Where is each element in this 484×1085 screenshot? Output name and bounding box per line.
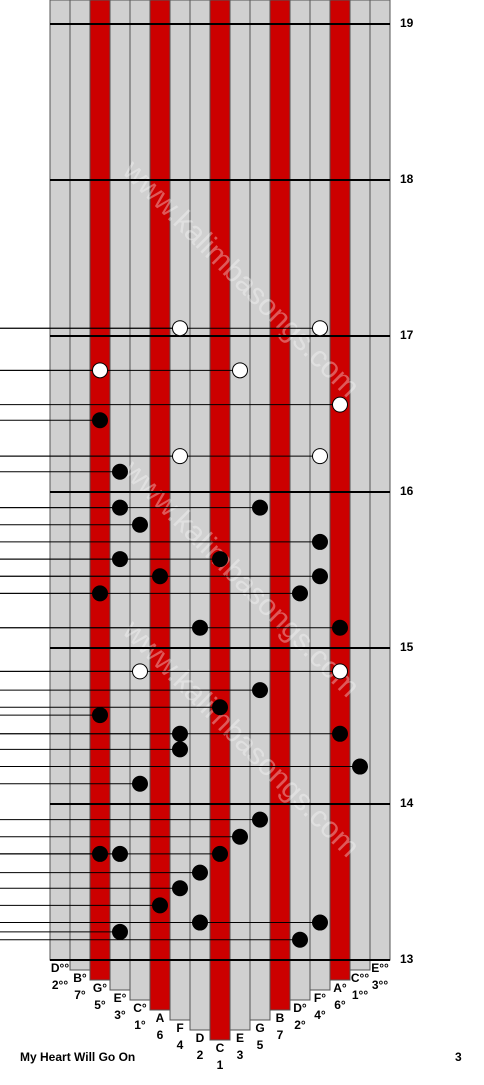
song-title: My Heart Will Go On (20, 1050, 135, 1064)
note (192, 864, 208, 881)
note (132, 516, 148, 533)
tine-note: D° (293, 1001, 307, 1015)
note (252, 682, 268, 699)
note (112, 499, 128, 516)
note (112, 845, 128, 862)
note (172, 880, 188, 897)
tine-number: 3° (114, 1008, 126, 1022)
note (232, 362, 248, 379)
tine-number: 6 (157, 1028, 164, 1042)
note (292, 585, 308, 602)
tine-note: D°° (51, 961, 69, 975)
tine (89, 0, 111, 981)
measure-label: 15 (400, 640, 414, 654)
note (252, 499, 268, 516)
tine-note: B° (73, 971, 87, 985)
tine-note: C°° (351, 971, 369, 985)
tine (289, 0, 311, 1001)
tine (349, 0, 371, 971)
note (92, 412, 108, 429)
measure-label: 17 (400, 328, 414, 342)
tine-number: 4 (177, 1038, 184, 1052)
note (172, 320, 188, 337)
tine-note: A° (333, 981, 347, 995)
tine (229, 0, 251, 1031)
tine-number: 1° (134, 1018, 146, 1032)
note (192, 914, 208, 931)
tine-number: 3°° (372, 978, 388, 992)
note (172, 448, 188, 465)
tine (49, 0, 71, 961)
tine-note: F° (314, 991, 326, 1005)
page-number: 3 (455, 1050, 462, 1064)
tine-note: D (196, 1031, 205, 1045)
note (92, 707, 108, 724)
note (332, 619, 348, 636)
tine-note: G° (93, 981, 107, 995)
tine-number: 5° (94, 998, 106, 1012)
tine (269, 0, 291, 1011)
tine-number: 7° (74, 988, 86, 1002)
note (172, 741, 188, 758)
tine (69, 0, 91, 971)
note (312, 914, 328, 931)
note (152, 897, 168, 914)
note (352, 758, 368, 775)
tine-note: C (216, 1041, 225, 1055)
tine-note: E° (114, 991, 127, 1005)
tine-number: 2°° (52, 978, 68, 992)
note (92, 585, 108, 602)
tine (209, 0, 231, 1041)
tine-number: 7 (277, 1028, 284, 1042)
note (312, 448, 328, 465)
tine-note: G (255, 1021, 264, 1035)
tine-note: F (176, 1021, 183, 1035)
note (132, 775, 148, 792)
measure-label: 14 (400, 796, 414, 810)
tine (109, 0, 131, 991)
measure-label: 18 (400, 172, 414, 186)
note (132, 663, 148, 680)
note (312, 568, 328, 585)
note (292, 931, 308, 948)
note (192, 619, 208, 636)
note (312, 533, 328, 550)
note (252, 811, 268, 828)
measure-label: 19 (400, 16, 414, 30)
tine-number: 3 (237, 1048, 244, 1062)
note (232, 828, 248, 845)
tine-number: 1°° (352, 988, 368, 1002)
tine-number: 1 (217, 1058, 224, 1072)
note (92, 362, 108, 379)
note (332, 663, 348, 680)
note (92, 845, 108, 862)
tine-number: 2° (294, 1018, 306, 1032)
note (152, 568, 168, 585)
tine-number: 4° (314, 1008, 326, 1022)
tine-note: E (236, 1031, 244, 1045)
note (332, 725, 348, 742)
note (212, 845, 228, 862)
note (112, 551, 128, 568)
tine-number: 6° (334, 998, 346, 1012)
tine-note: E°° (371, 961, 389, 975)
note (312, 320, 328, 337)
tine-note: A (156, 1011, 165, 1025)
note (332, 396, 348, 413)
note (112, 463, 128, 480)
note (212, 551, 228, 568)
tine (369, 0, 391, 961)
measure-label: 13 (400, 952, 414, 966)
tine-note: B (276, 1011, 285, 1025)
measure-label: 16 (400, 484, 414, 498)
tine-number: 2 (197, 1048, 204, 1062)
note (112, 923, 128, 940)
note (172, 725, 188, 742)
note (212, 699, 228, 716)
tine-note: C° (133, 1001, 147, 1015)
tine-number: 5 (257, 1038, 264, 1052)
